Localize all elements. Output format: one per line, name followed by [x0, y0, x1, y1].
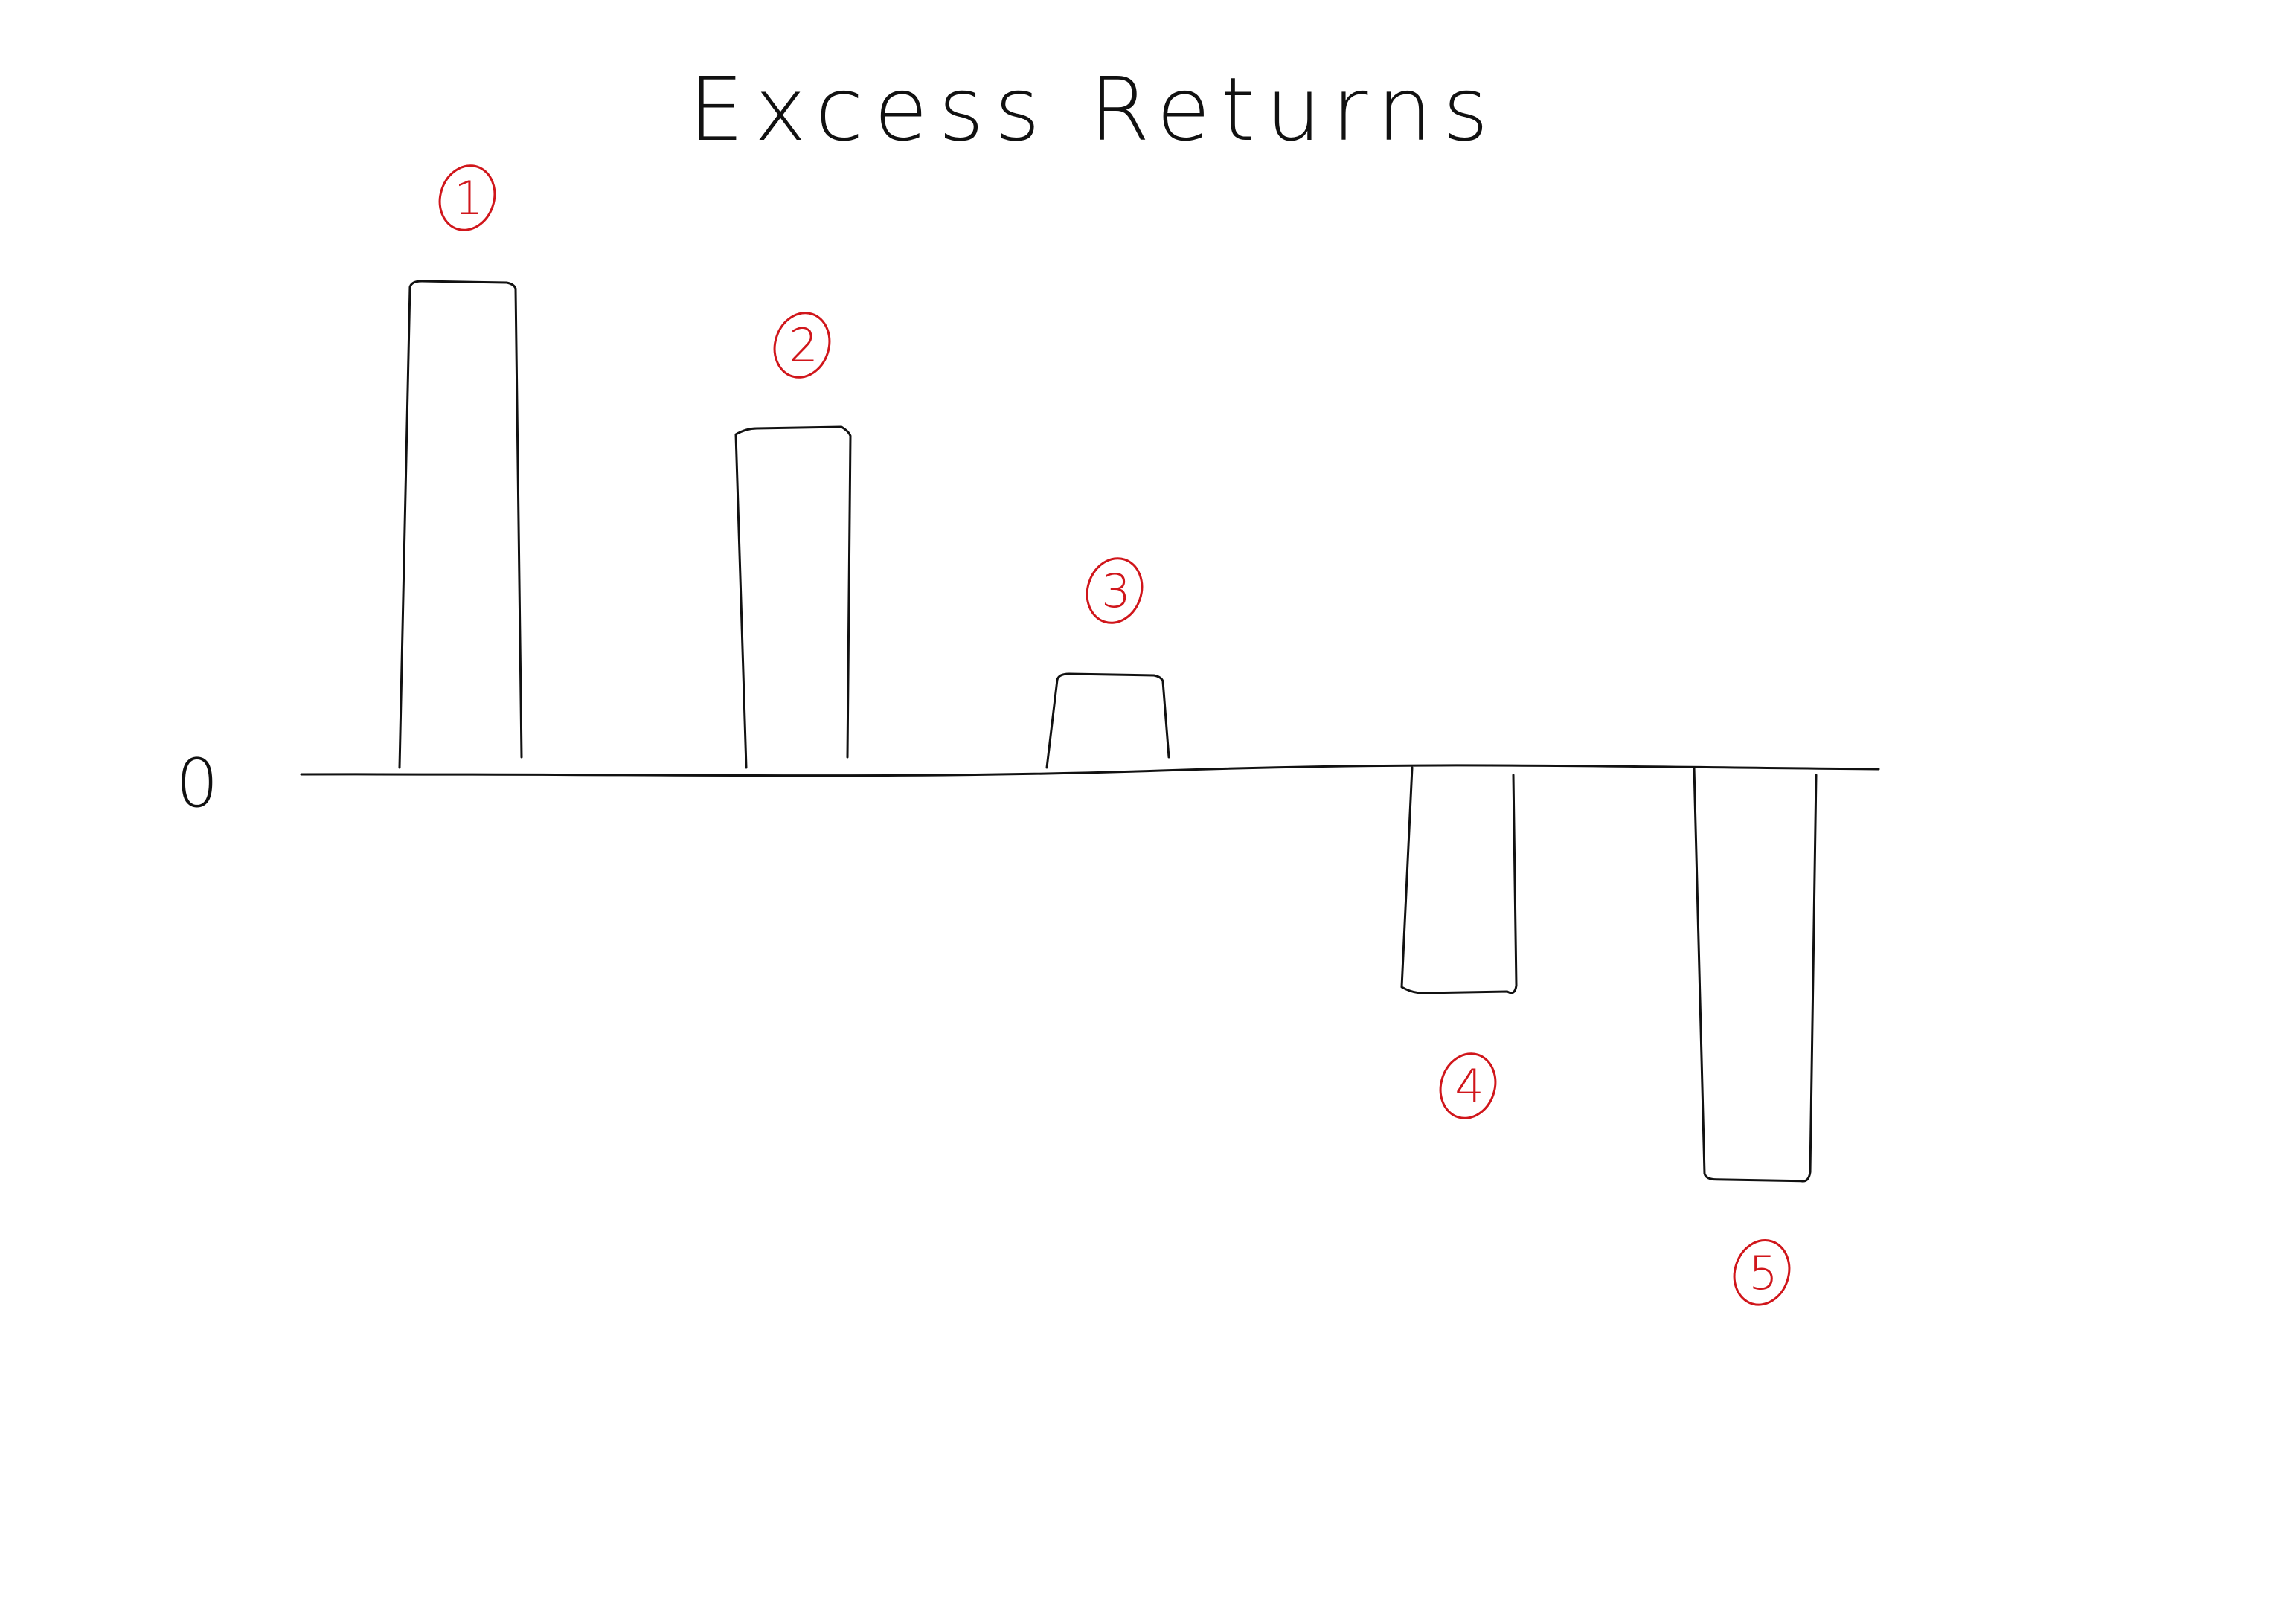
chart-title: Excess Returns: [688, 58, 1498, 161]
data-label-4: 4: [1439, 1052, 1497, 1119]
data-label-text: 5: [1748, 1246, 1777, 1300]
bar-2: [734, 425, 852, 769]
bar-1: [398, 280, 523, 769]
data-label-circle: [438, 164, 496, 231]
data-label-text: 2: [789, 318, 818, 373]
zero-baseline: [300, 764, 1880, 777]
data-label-text: 3: [1101, 564, 1130, 618]
data-label-circle: [1086, 557, 1144, 624]
data-label-1: 1: [438, 164, 496, 231]
bar-4: [1400, 766, 1518, 994]
bars-group: [398, 280, 1818, 1183]
data-label-3: 3: [1086, 557, 1144, 624]
bar-5: [1693, 766, 1818, 1183]
bar-3: [1045, 672, 1170, 769]
data-label-circle: [1733, 1239, 1791, 1306]
data-labels-group: 1 2 3 4 5: [438, 164, 1791, 1306]
zero-axis-label: 0: [176, 745, 218, 823]
data-label-2: 2: [773, 312, 831, 379]
data-label-5: 5: [1733, 1239, 1791, 1306]
data-label-text: 1: [454, 171, 483, 225]
data-label-text: 4: [1455, 1059, 1484, 1113]
data-label-circle: [1439, 1052, 1497, 1119]
data-label-circle: [773, 312, 831, 379]
